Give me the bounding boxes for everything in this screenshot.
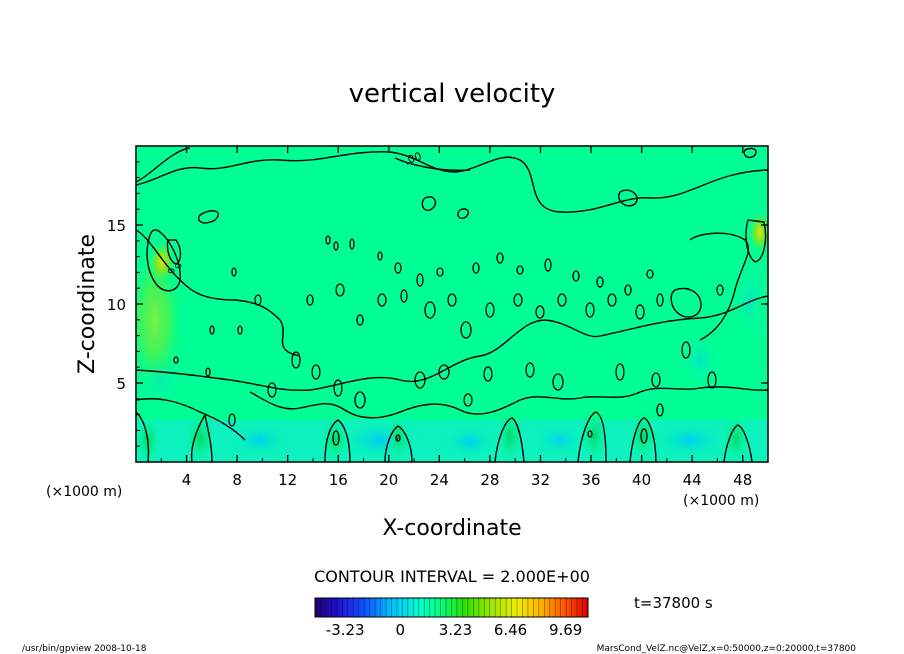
x-tick-label: 4: [182, 471, 192, 489]
time-label: t=37800 s: [634, 594, 713, 612]
colorbar-tick-label: 3.23: [439, 621, 472, 639]
x-tick-label: 12: [278, 471, 297, 489]
x-tick-label: 24: [430, 471, 449, 489]
contour-label: 0: [397, 436, 401, 443]
colorbar-tick-label: 6.46: [494, 621, 527, 639]
y-axis-label: Z-coordinate: [75, 234, 100, 374]
x-axis-ticks: 4 8 12 16 20 24 28 32 36 40 44 48: [160, 146, 752, 489]
y-tick-label: 15: [107, 217, 126, 235]
contour-lines: [136, 147, 768, 462]
x-tick-label: 8: [232, 471, 242, 489]
x-tick-label: 44: [683, 471, 702, 489]
x-axis-label: X-coordinate: [382, 516, 521, 541]
x-tick-label: 48: [733, 471, 752, 489]
footer-left: /usr/bin/gpview 2008-10-18: [22, 644, 147, 654]
colorbar-tick-label: 9.69: [549, 621, 582, 639]
contour-label: 0: [165, 268, 175, 274]
colorbar-divisions: [320, 598, 583, 617]
chart-title: vertical velocity: [349, 79, 556, 109]
x-tick-label: 36: [581, 471, 600, 489]
x-axis-unit: (×1000 m): [46, 484, 122, 500]
colorbar-ticks: -3.23 0 3.23 6.46 9.69: [326, 621, 583, 639]
x-tick-label: 28: [480, 471, 499, 489]
y-axis-ticks: 5 10 15: [107, 161, 768, 447]
x-tick-label: 32: [531, 471, 550, 489]
x-tick-label: 16: [329, 471, 348, 489]
y-tick-label: 10: [107, 296, 126, 314]
x-axis-unit-right: (×1000 m): [683, 493, 759, 509]
contour-cells: [173, 235, 724, 446]
contour-label: 0: [172, 263, 182, 269]
contour-interval: CONTOUR INTERVAL = 2.000E+00: [314, 567, 590, 586]
y-tick-label: 5: [116, 375, 126, 393]
colorbar-tick-label: 0: [396, 621, 406, 639]
colorbar-tick-label: -3.23: [326, 621, 365, 639]
x-tick-label: 20: [379, 471, 398, 489]
footer-right: MarsCond_VelZ.nc@VelZ,x=0:50000,z=0:2000…: [597, 644, 857, 654]
heatmap-field: .00 0 0 0: [136, 146, 768, 462]
x-tick-label: 40: [632, 471, 651, 489]
contour-label: .00: [403, 150, 424, 168]
